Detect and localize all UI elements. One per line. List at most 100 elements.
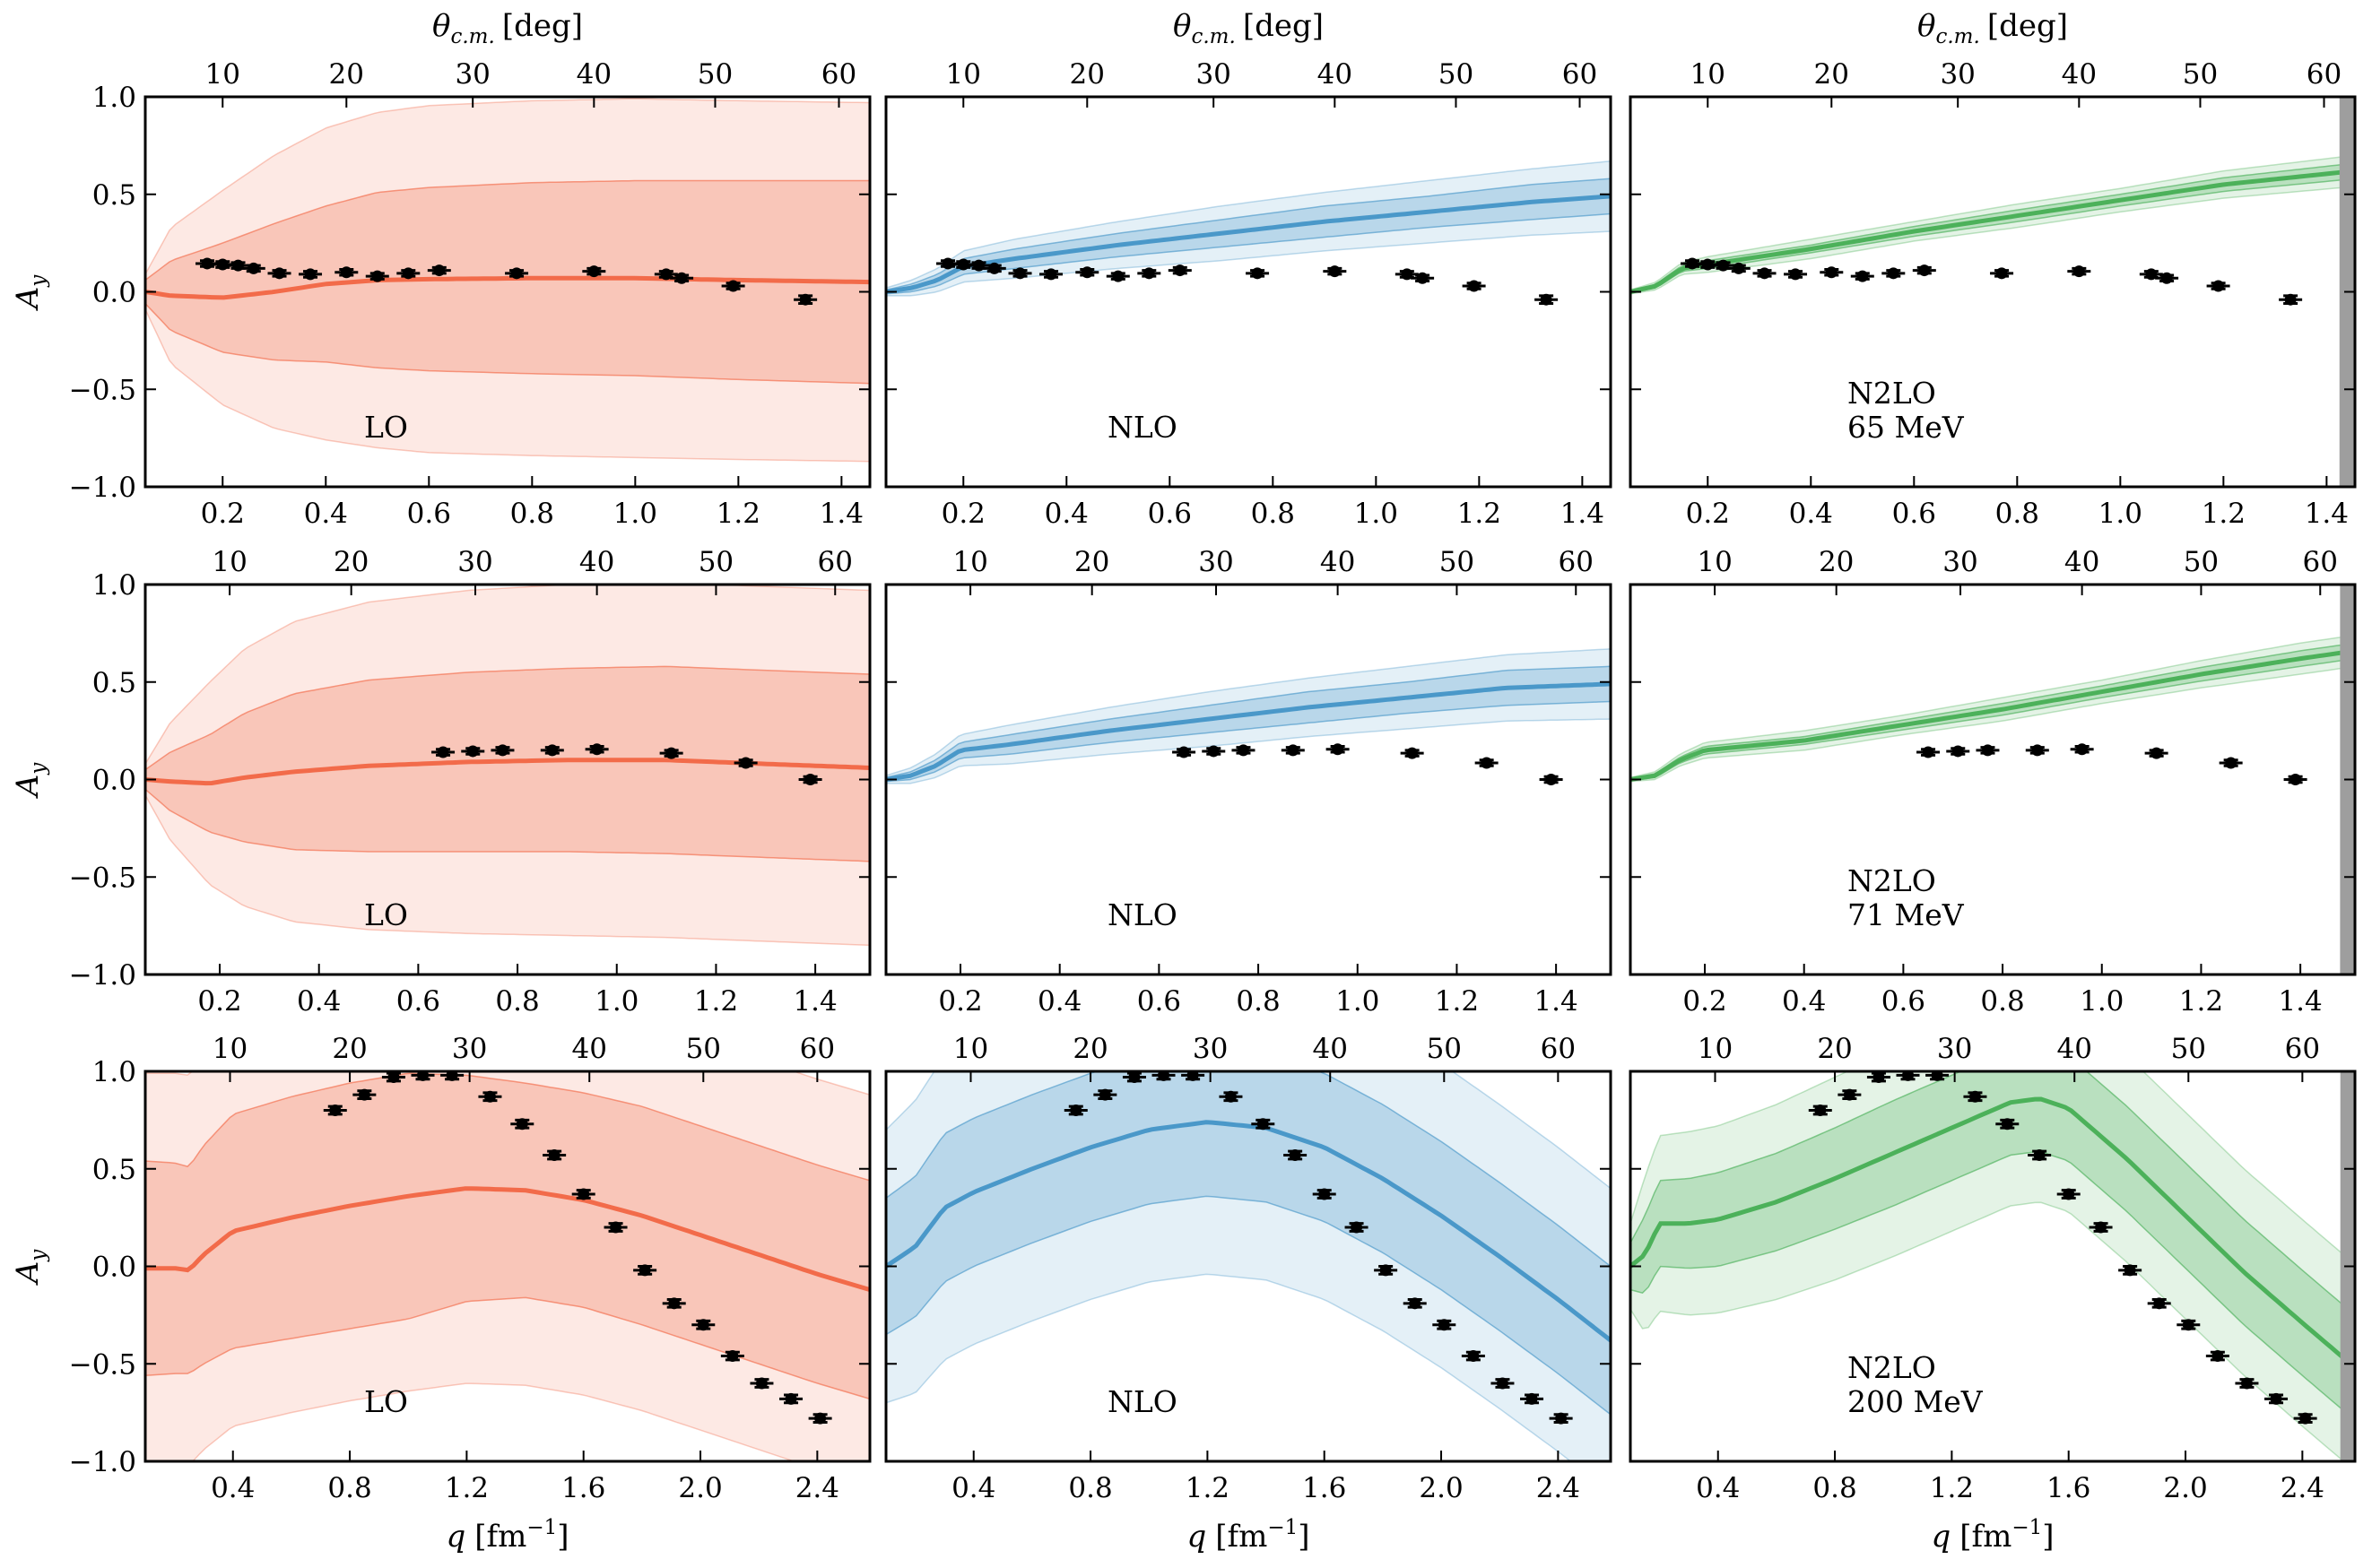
N2LO-band-68-upper	[1630, 1071, 2355, 1316]
data-marker	[1287, 744, 1299, 757]
NLO-band-68-upper	[886, 1071, 1611, 1268]
theta-tick-label: 20	[1073, 1033, 1108, 1065]
data-marker	[1540, 293, 1552, 306]
data-marker	[639, 1264, 651, 1277]
data-marker	[1112, 270, 1125, 282]
data-point	[2056, 1188, 2081, 1200]
NLO-band-95-lower	[886, 1273, 1572, 1461]
data-marker	[740, 757, 752, 769]
theta-tick-label: 50	[686, 1033, 721, 1065]
y-tick-label: 0.5	[92, 1154, 136, 1186]
data-marker	[433, 264, 446, 277]
data-point	[1395, 268, 1419, 281]
data-marker	[814, 1412, 827, 1425]
theta-tick-label: 40	[1317, 58, 1352, 91]
x-tick-label: 0.2	[1686, 498, 1730, 530]
data-marker	[727, 280, 740, 292]
data-point	[195, 257, 220, 270]
data-marker	[371, 270, 384, 282]
theta-tick-label: 20	[329, 58, 364, 91]
data-marker	[1081, 266, 1093, 279]
x-tick-label: 0.2	[201, 498, 245, 530]
data-marker	[1701, 258, 1714, 271]
data-point	[1093, 1088, 1117, 1101]
N2LO-band-68-lower	[1630, 1151, 2355, 1421]
LO-band-68-lower	[145, 303, 870, 385]
plot-area	[145, 585, 870, 947]
data-marker	[437, 746, 449, 758]
order-label: N2LO	[1847, 1350, 1936, 1385]
N2LO-band-95	[1630, 635, 2355, 782]
theta-tick-label: 40	[579, 546, 614, 578]
data-point	[1202, 745, 1226, 758]
x-tick-label: 0.2	[938, 985, 982, 1018]
x-tick-label: 0.4	[211, 1472, 255, 1504]
data-marker	[1438, 1319, 1450, 1331]
data-marker	[387, 1071, 400, 1084]
theta-tick-label: 40	[577, 58, 612, 91]
data-point	[662, 1297, 686, 1310]
x-tick-label: 2.4	[1536, 1472, 1580, 1504]
x-tick-label: 1.2	[2202, 498, 2246, 530]
x-tick-label: 0.8	[1812, 1472, 1856, 1504]
x-axis-title-unit: [fm	[474, 1519, 526, 1555]
theta-tick-label: 50	[1427, 1033, 1462, 1065]
data-marker	[1856, 270, 1869, 282]
y-tick-label: 1.0	[92, 1056, 136, 1088]
theta-tick-label: 10	[953, 1033, 988, 1065]
data-marker	[1186, 1071, 1199, 1081]
x-tick-label: 0.2	[197, 985, 241, 1018]
data-point	[2264, 1392, 2289, 1405]
data-marker	[1406, 747, 1419, 759]
LO-band-95-lower	[145, 794, 870, 947]
y-tick-label: 0.0	[92, 277, 136, 309]
data-marker	[988, 262, 1001, 274]
data-point	[1251, 1118, 1275, 1131]
data-marker	[1825, 266, 1838, 279]
y-tick-label: −1.0	[69, 959, 136, 992]
data-marker	[1922, 746, 1934, 758]
data-marker	[548, 1149, 560, 1162]
NLO-band-95-upper	[886, 1071, 1611, 1190]
y-axis-title-sub: y	[27, 274, 50, 288]
y-tick-label: −0.5	[69, 862, 136, 894]
theta-tick-label: 40	[2062, 58, 2097, 91]
data-point	[1075, 266, 1099, 279]
x-tick-label: 0.6	[396, 985, 440, 1018]
data-point	[691, 1319, 716, 1331]
top-axis-title-main: θ	[1173, 8, 1191, 44]
theta-tick-label: 50	[2184, 546, 2219, 578]
data-marker	[2182, 1319, 2194, 1331]
data-point	[1963, 1090, 1987, 1103]
data-point	[365, 270, 389, 282]
x-tick-label: 1.4	[1534, 985, 1577, 1018]
data-point	[2205, 1350, 2229, 1363]
plot-area	[886, 160, 1611, 306]
data-point	[461, 745, 485, 758]
LO-central-line	[145, 275, 870, 300]
data-point	[2025, 744, 2049, 757]
x-tick-label: 0.8	[510, 498, 554, 530]
y-axis-title-main: A	[10, 775, 46, 800]
data-point	[1403, 1297, 1427, 1310]
data-point	[2206, 280, 2230, 292]
top-axis-title-sub: c.m.	[1191, 25, 1235, 48]
data-point	[2089, 1221, 2113, 1234]
theta-tick-label: 10	[952, 546, 987, 578]
data-point	[505, 267, 529, 280]
data-point	[2283, 774, 2307, 785]
data-marker	[804, 774, 817, 785]
plot-area	[1630, 97, 2355, 487]
data-point	[1549, 1412, 1573, 1425]
data-point	[1106, 270, 1130, 282]
x-tick-label: 1.6	[2046, 1472, 2090, 1504]
data-point	[1881, 267, 1906, 280]
data-point	[1912, 264, 1936, 277]
theta-tick-label: 30	[1937, 1033, 1972, 1065]
order-label: NLO	[1108, 1384, 1177, 1419]
NLO-band-95-lower	[886, 230, 1611, 297]
N2LO-band-95	[1630, 1071, 2355, 1461]
x-tick-label: 0.4	[1038, 985, 1082, 1018]
x-axis-title: q [fm−1]	[1186, 1516, 1309, 1555]
